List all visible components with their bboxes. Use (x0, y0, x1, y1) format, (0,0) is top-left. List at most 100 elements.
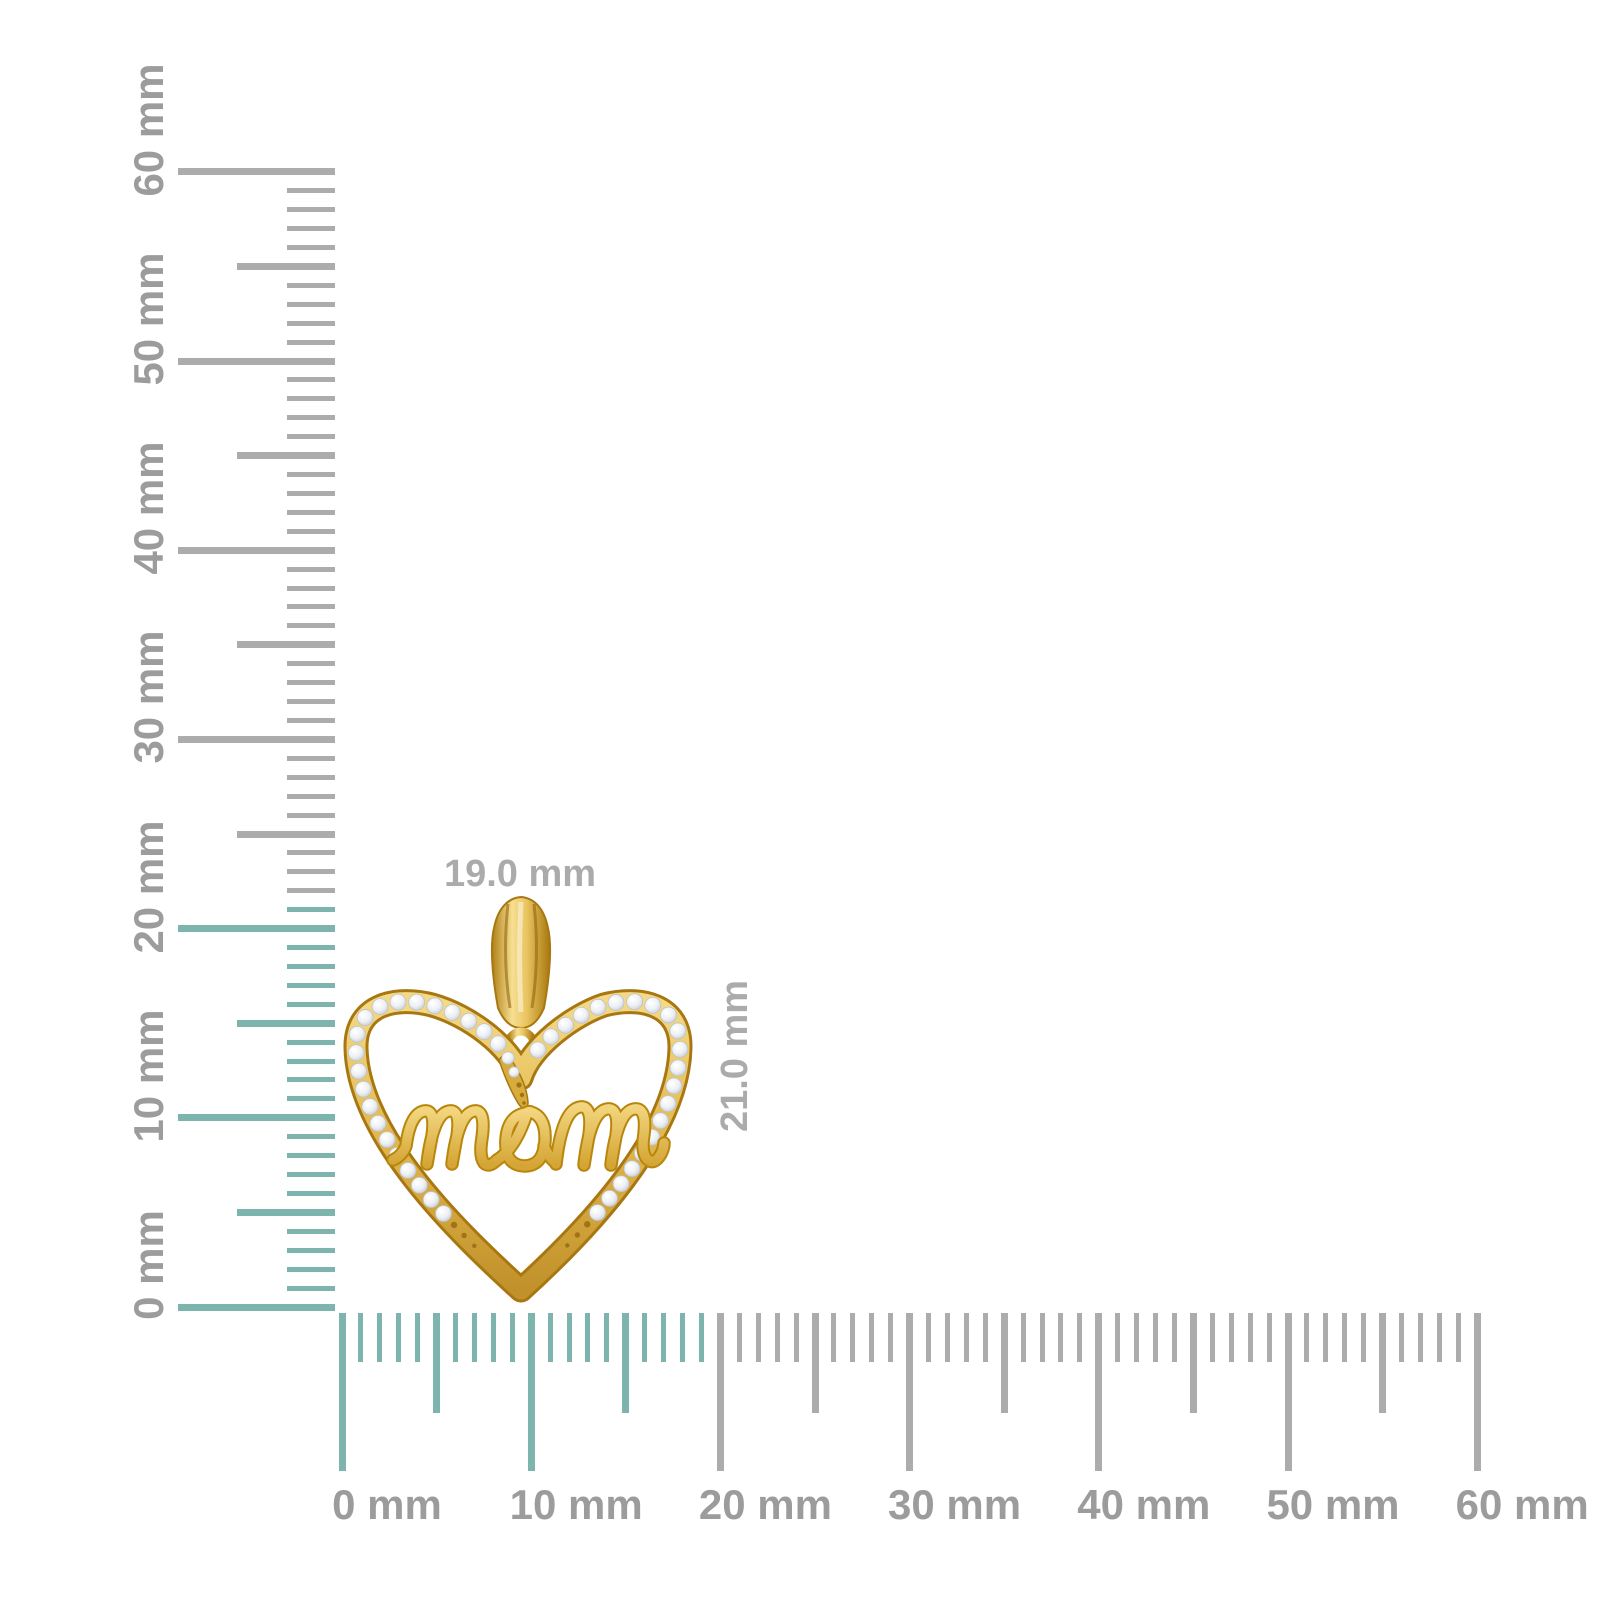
v-ruler-label: 50 mm (125, 252, 172, 386)
h-ruler-tick (547, 1313, 553, 1362)
diamond-sparkle (463, 1016, 469, 1021)
diamond-sparkle (351, 1048, 356, 1053)
diamond-sparkle (438, 1208, 444, 1214)
diamond (422, 1191, 440, 1208)
diamond (399, 1162, 417, 1179)
h-ruler-tick (1361, 1313, 1367, 1362)
diamond (356, 1009, 374, 1026)
diamond-sparkle (576, 1010, 581, 1015)
v-ruler-tick (237, 452, 335, 460)
h-ruler-label: 40 mm (1077, 1481, 1211, 1528)
h-ruler-tick (1171, 1313, 1177, 1362)
v-ruler-label: 60 mm (125, 63, 172, 197)
diamond-sparkle (360, 1012, 365, 1018)
h-ruler-tick (1153, 1313, 1159, 1362)
h-ruler-tick (415, 1313, 421, 1362)
v-ruler-tick (178, 735, 335, 743)
h-ruler-tick (811, 1313, 819, 1413)
v-ruler-tick (287, 717, 335, 723)
v-ruler-tick (287, 888, 335, 894)
v-ruler-tick (287, 963, 335, 969)
h-ruler-tick (527, 1313, 535, 1471)
v-ruler-tick (287, 1134, 335, 1140)
v-ruler-tick (287, 699, 335, 705)
v-ruler-tick (287, 509, 335, 515)
h-ruler-tick (736, 1313, 742, 1362)
diamond (489, 1035, 507, 1053)
diamond (671, 1040, 689, 1058)
h-ruler-tick (661, 1313, 667, 1362)
v-ruler-tick (287, 1228, 335, 1234)
diamond-sparkle (479, 1026, 484, 1032)
height-dimension-label: 21.0 mm (714, 979, 756, 1133)
v-ruler-tick (287, 1039, 335, 1045)
v-ruler-label: 10 mm (125, 1009, 172, 1143)
v-ruler-tick (287, 1190, 335, 1196)
h-ruler-tick (1039, 1313, 1045, 1362)
diamond (612, 1175, 630, 1193)
diamond-sparkle (629, 997, 635, 1002)
h-ruler-tick (1247, 1313, 1253, 1362)
h-ruler-tick (358, 1313, 364, 1362)
diamond (665, 1077, 683, 1095)
h-ruler-tick (793, 1313, 799, 1362)
h-ruler-tick (1323, 1313, 1329, 1362)
h-ruler-tick (566, 1313, 572, 1362)
h-ruler-tick (453, 1313, 459, 1362)
v-ruler-tick (287, 188, 335, 194)
v-ruler-label: 0 mm (125, 1210, 172, 1320)
diamond-sparkle (353, 1066, 359, 1071)
v-ruler-tick (287, 680, 335, 686)
v-ruler-tick (287, 301, 335, 307)
h-ruler-tick (1134, 1313, 1140, 1362)
h-ruler-tick (850, 1313, 856, 1362)
diamond (652, 1112, 669, 1130)
v-ruler-tick (287, 566, 335, 572)
diamond (369, 1115, 387, 1132)
v-ruler-tick (287, 793, 335, 799)
h-ruler-tick (490, 1313, 496, 1362)
diamond-sparkle (493, 1039, 498, 1044)
h-ruler-tick (1189, 1313, 1197, 1413)
v-ruler-tick (287, 1077, 335, 1083)
diamond (643, 1128, 661, 1146)
diamond-sparkle (414, 1180, 420, 1185)
diamond (347, 1044, 365, 1062)
engraved-dot (461, 1232, 467, 1239)
diamond (371, 998, 389, 1015)
h-ruler-tick (1379, 1313, 1387, 1413)
diamond-accents (347, 993, 689, 1248)
h-ruler-tick (433, 1313, 441, 1413)
h-ruler-tick (1058, 1313, 1064, 1362)
h-ruler-tick (604, 1313, 610, 1362)
v-ruler-tick (287, 623, 335, 629)
v-ruler-tick (287, 320, 335, 326)
diamond (601, 1189, 618, 1207)
diamond-sparkle (352, 1029, 357, 1034)
mom-script-text (386, 1100, 671, 1173)
v-ruler-tick (287, 850, 335, 856)
h-ruler-label: 0 mm (332, 1481, 442, 1528)
v-ruler-tick (287, 1247, 335, 1253)
diamond-sparkle (533, 1045, 538, 1050)
diamond-sparkle (430, 1001, 435, 1006)
v-ruler-label: 20 mm (125, 820, 172, 954)
h-ruler-label: 60 mm (1455, 1481, 1589, 1528)
v-ruler-tick (287, 339, 335, 345)
h-ruler-tick (642, 1313, 648, 1362)
diamond (669, 1059, 687, 1077)
h-ruler-tick (869, 1313, 875, 1362)
v-ruler-tick (287, 434, 335, 440)
h-ruler-tick (1000, 1313, 1008, 1413)
v-ruler-tick (237, 641, 335, 649)
diamond-sparkle (411, 997, 417, 1002)
h-ruler-tick (982, 1313, 988, 1362)
diamond (408, 993, 426, 1011)
h-ruler-tick (1209, 1313, 1215, 1362)
h-ruler-tick (774, 1313, 780, 1362)
h-ruler-tick (1095, 1313, 1103, 1471)
diamond (542, 1028, 560, 1046)
diamond (443, 1004, 461, 1021)
heart-outline (343, 989, 693, 1303)
diamond (435, 1205, 452, 1222)
